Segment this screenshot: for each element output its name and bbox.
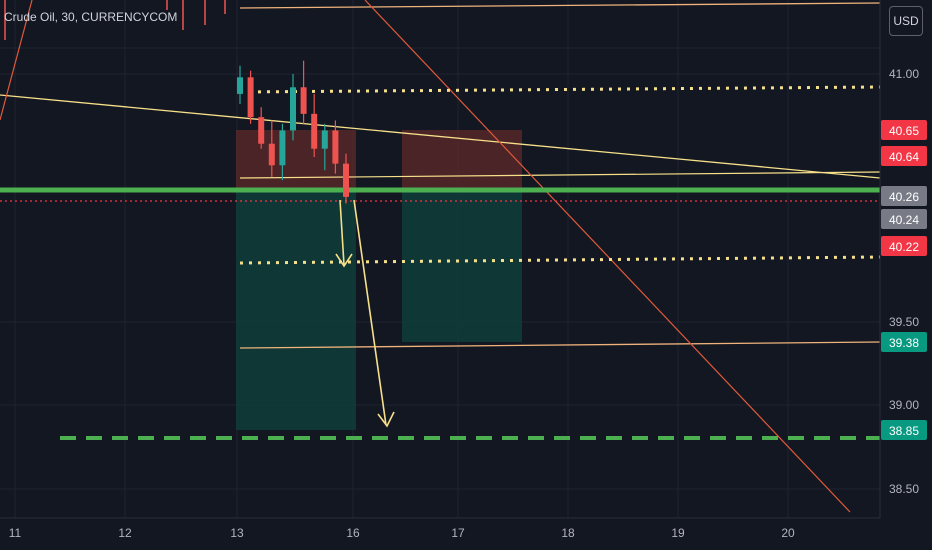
price-labels: 40.65 40.64 40.26 40.24 40.22 39.38 38.85 bbox=[881, 120, 927, 440]
svg-text:40.64: 40.64 bbox=[889, 150, 919, 164]
svg-text:40.22: 40.22 bbox=[889, 240, 919, 254]
grid bbox=[0, 0, 880, 518]
short-arrow[interactable] bbox=[335, 199, 353, 268]
time-tick: 11 bbox=[9, 526, 22, 540]
price-label: 38.85 bbox=[881, 420, 927, 440]
price-tick: 39.50 bbox=[889, 315, 919, 329]
svg-text:40.24: 40.24 bbox=[889, 213, 919, 227]
left-diagonal-line[interactable] bbox=[0, 0, 33, 121]
candle bbox=[247, 70, 254, 124]
price-label: 40.22 bbox=[881, 236, 927, 256]
candle bbox=[311, 93, 318, 157]
target-arrow[interactable] bbox=[353, 199, 395, 428]
candle bbox=[237, 65, 243, 104]
historic-wicks bbox=[4, 0, 226, 40]
svg-text:40.65: 40.65 bbox=[889, 124, 919, 138]
price-label: 40.26 bbox=[881, 186, 927, 206]
price-label: 39.38 bbox=[881, 332, 927, 352]
upper-resistance-line[interactable] bbox=[239, 2, 881, 9]
candle bbox=[343, 153, 349, 204]
dotted-level-upper[interactable] bbox=[239, 85, 881, 94]
lower-target-line[interactable] bbox=[239, 341, 881, 349]
time-tick: 12 bbox=[118, 526, 132, 540]
dotted-level-lower[interactable] bbox=[239, 255, 881, 265]
candle bbox=[321, 123, 328, 171]
candle bbox=[279, 123, 286, 181]
candle bbox=[258, 107, 265, 149]
time-tick: 19 bbox=[671, 526, 685, 540]
time-tick: 18 bbox=[561, 526, 575, 540]
svg-text:38.85: 38.85 bbox=[889, 424, 919, 438]
time-tick: 16 bbox=[346, 526, 360, 540]
candle bbox=[332, 120, 339, 174]
price-tick: 39.00 bbox=[889, 398, 919, 412]
profit-zone-right bbox=[402, 190, 522, 342]
price-label: 40.24 bbox=[881, 209, 927, 229]
time-tick: 17 bbox=[451, 526, 465, 540]
svg-text:39.38: 39.38 bbox=[889, 336, 919, 350]
price-tick: 38.50 bbox=[889, 482, 919, 496]
price-label: 40.65 bbox=[881, 120, 927, 140]
diagonal-line[interactable] bbox=[364, 0, 851, 513]
loss-zone-right bbox=[402, 130, 522, 190]
candle bbox=[268, 120, 275, 177]
profit-zone-left bbox=[236, 190, 356, 430]
symbol-title: Crude Oil, 30, CURRENCYCOM bbox=[4, 10, 178, 24]
candle bbox=[290, 74, 296, 141]
svg-text:40.26: 40.26 bbox=[889, 190, 919, 204]
candle bbox=[300, 60, 307, 124]
time-axis[interactable]: 11 12 13 16 17 18 19 20 bbox=[9, 526, 795, 540]
descending-trendline[interactable] bbox=[0, 94, 881, 179]
time-axis-bg bbox=[0, 518, 932, 550]
price-tick: 41.00 bbox=[889, 67, 919, 81]
price-axis[interactable]: 41.00 39.50 39.00 38.50 bbox=[889, 67, 919, 496]
currency-button[interactable]: USD bbox=[889, 6, 923, 36]
price-label: 40.64 bbox=[881, 146, 927, 166]
candles bbox=[237, 60, 349, 204]
time-tick: 13 bbox=[230, 526, 244, 540]
time-tick: 20 bbox=[781, 526, 795, 540]
